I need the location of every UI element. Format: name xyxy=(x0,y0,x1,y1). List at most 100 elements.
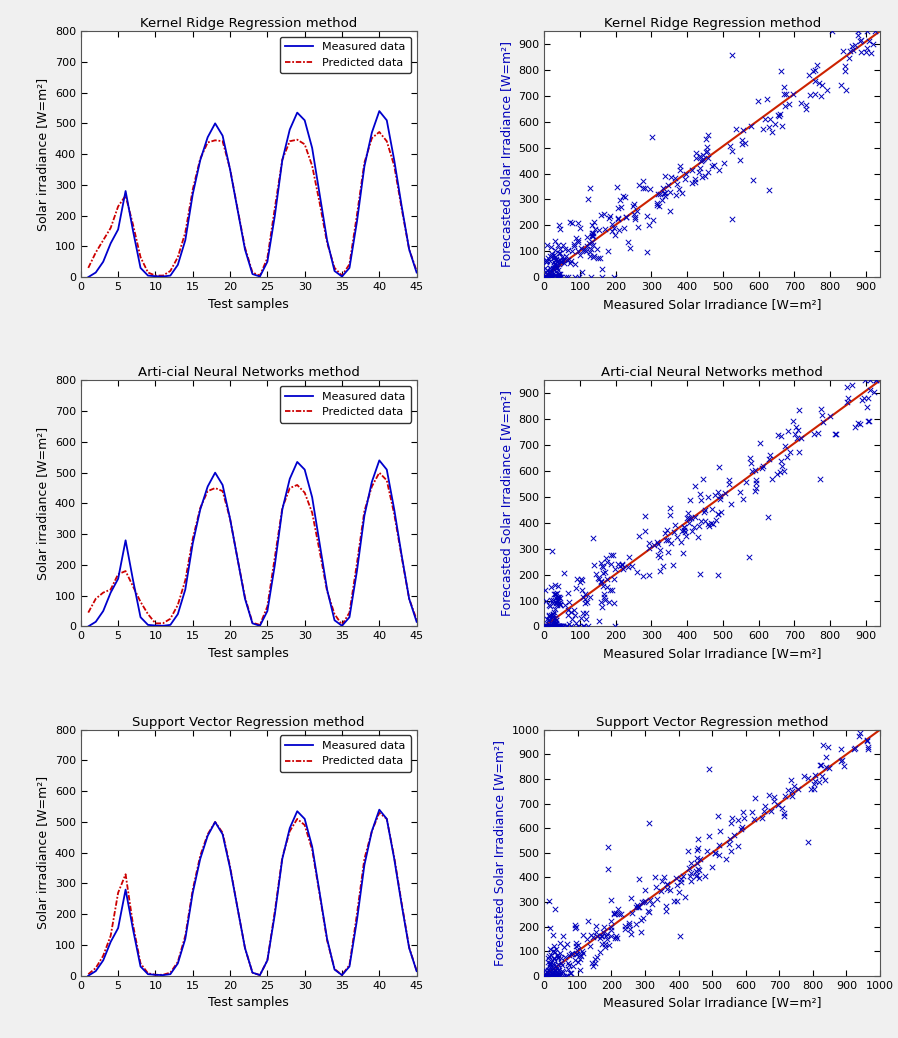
Point xyxy=(681,504,695,521)
Point xyxy=(660,177,674,194)
Point xyxy=(560,242,575,258)
Point xyxy=(621,917,636,933)
Point xyxy=(574,948,588,964)
Point xyxy=(578,242,593,258)
Point xyxy=(673,162,687,179)
Point xyxy=(568,269,582,285)
Point xyxy=(635,894,649,910)
Legend: Measured data, Predicted data: Measured data, Predicted data xyxy=(280,36,411,74)
Point xyxy=(787,777,801,794)
Point xyxy=(855,392,869,409)
Point xyxy=(597,221,612,238)
Point xyxy=(552,596,567,612)
Point xyxy=(550,949,565,965)
Point xyxy=(543,967,558,984)
Point xyxy=(770,107,785,124)
Point xyxy=(815,407,830,424)
Point xyxy=(551,618,566,634)
Point xyxy=(546,261,560,277)
Point xyxy=(571,954,585,971)
Point xyxy=(762,111,777,128)
Point xyxy=(767,792,781,809)
Point xyxy=(559,269,573,285)
Point xyxy=(621,235,636,251)
Point xyxy=(576,618,590,634)
Point xyxy=(538,962,552,979)
Point xyxy=(624,890,638,906)
Point xyxy=(624,926,638,943)
Point xyxy=(699,131,713,147)
Point xyxy=(549,594,563,610)
Point xyxy=(567,236,581,252)
Point xyxy=(785,788,799,804)
Point xyxy=(538,967,552,984)
Point xyxy=(868,373,883,389)
Point xyxy=(682,510,696,526)
Point xyxy=(679,528,693,545)
Point xyxy=(857,389,871,406)
Point xyxy=(848,740,862,757)
Point xyxy=(816,414,831,431)
Point xyxy=(854,44,868,60)
Point xyxy=(555,248,569,265)
Point xyxy=(608,618,622,634)
X-axis label: Test samples: Test samples xyxy=(208,996,289,1009)
Point xyxy=(559,967,573,984)
Point xyxy=(657,185,672,201)
Point xyxy=(861,390,876,407)
Point xyxy=(595,261,610,277)
Point xyxy=(757,803,771,820)
Point xyxy=(572,269,586,285)
Point xyxy=(550,962,565,979)
Point xyxy=(552,589,567,605)
Point xyxy=(711,808,726,824)
Point xyxy=(541,618,556,634)
Point xyxy=(538,268,552,284)
Point xyxy=(612,222,626,239)
Point xyxy=(583,247,597,264)
Point xyxy=(663,499,677,516)
Point xyxy=(543,261,558,277)
Point xyxy=(568,946,583,962)
Point xyxy=(554,618,568,634)
Point xyxy=(648,878,663,895)
Point xyxy=(550,618,565,634)
Point xyxy=(599,931,613,948)
Point xyxy=(696,470,710,487)
Point xyxy=(726,826,741,843)
Point xyxy=(670,877,684,894)
Point xyxy=(814,77,829,93)
Point xyxy=(550,253,565,270)
Point xyxy=(824,23,839,39)
Point xyxy=(718,485,733,501)
Point xyxy=(656,557,670,574)
Point xyxy=(794,430,808,446)
Point xyxy=(600,570,614,586)
Point xyxy=(688,509,702,525)
Point xyxy=(550,578,565,595)
Point xyxy=(724,495,738,512)
Point xyxy=(777,86,791,103)
Point xyxy=(557,967,571,984)
Point xyxy=(577,618,592,634)
Point xyxy=(571,231,585,248)
Point xyxy=(543,955,558,972)
Point xyxy=(708,845,722,862)
Point xyxy=(840,393,854,410)
Point xyxy=(701,761,716,777)
Point xyxy=(603,208,617,224)
Point xyxy=(550,618,564,634)
Point xyxy=(550,618,565,634)
Point xyxy=(559,935,574,952)
Point xyxy=(569,941,584,958)
Point xyxy=(542,260,557,276)
Point xyxy=(559,618,574,634)
Point xyxy=(560,607,575,624)
Point xyxy=(649,197,664,214)
Point xyxy=(612,906,626,923)
Point xyxy=(704,514,718,530)
Point xyxy=(642,892,656,908)
Title: Arti-cial Neural Networks method: Arti-cial Neural Networks method xyxy=(137,366,360,379)
Point xyxy=(594,557,609,574)
Point xyxy=(541,967,556,984)
